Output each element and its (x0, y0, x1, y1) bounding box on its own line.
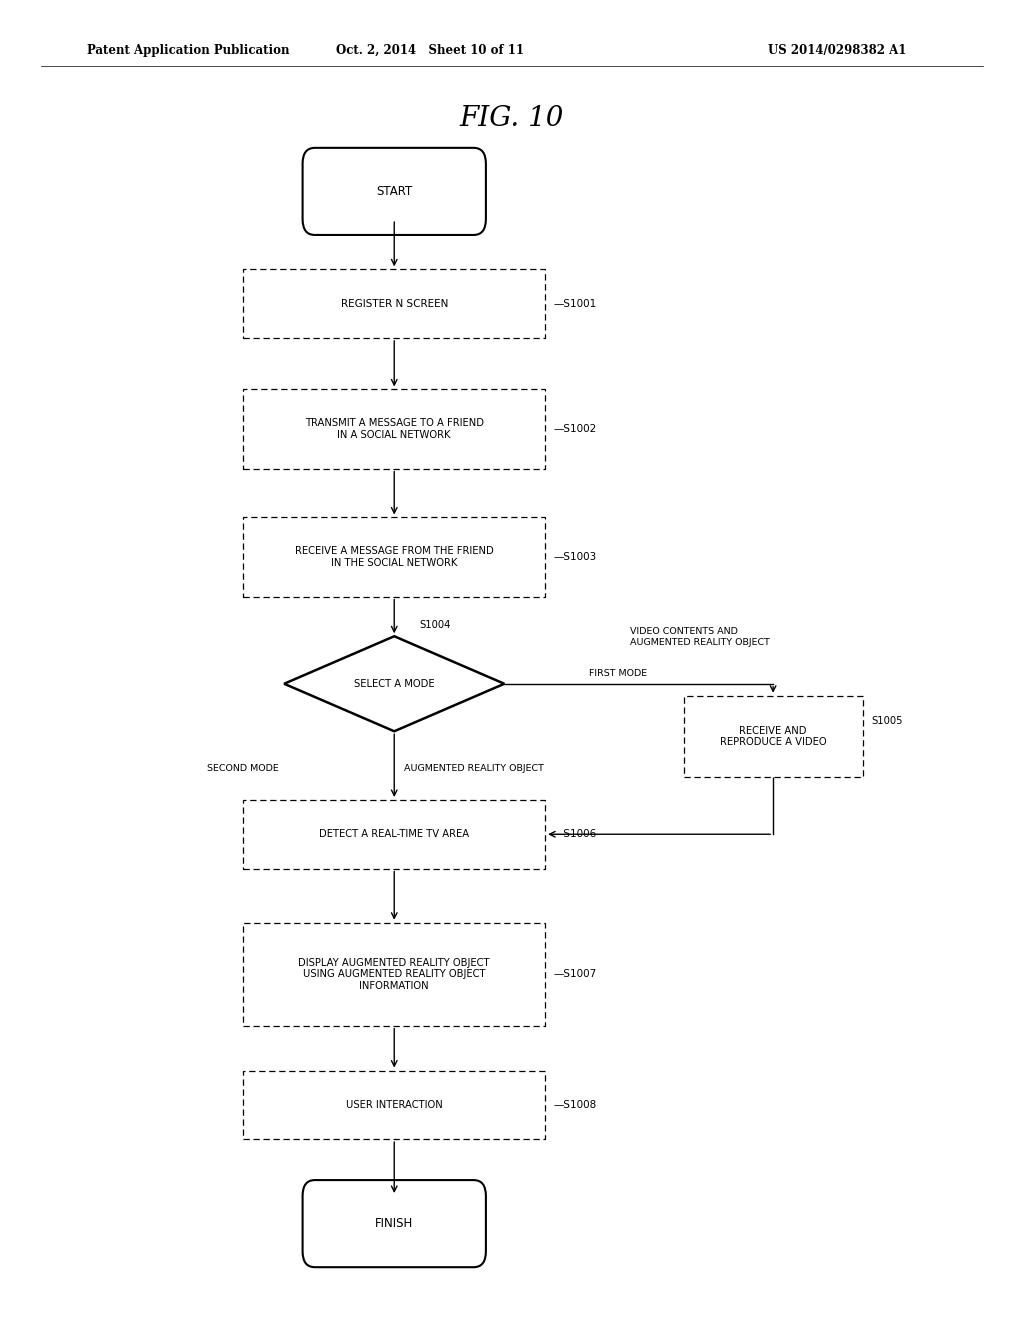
Text: FIG. 10: FIG. 10 (460, 106, 564, 132)
Text: S1004: S1004 (420, 619, 452, 630)
Bar (244, 517, 545, 597)
Text: RECEIVE AND
REPRODUCE A VIDEO: RECEIVE AND REPRODUCE A VIDEO (720, 726, 826, 747)
Text: START: START (376, 185, 413, 198)
Text: VIDEO CONTENTS AND
AUGMENTED REALITY OBJECT: VIDEO CONTENTS AND AUGMENTED REALITY OBJ… (630, 627, 770, 647)
Text: AUGMENTED REALITY OBJECT: AUGMENTED REALITY OBJECT (404, 764, 545, 772)
FancyBboxPatch shape (303, 148, 485, 235)
Bar (684, 696, 862, 777)
Text: FINISH: FINISH (375, 1217, 414, 1230)
Text: US 2014/0298382 A1: US 2014/0298382 A1 (768, 44, 906, 57)
Text: SELECT A MODE: SELECT A MODE (354, 678, 434, 689)
Text: —S1008: —S1008 (553, 1100, 597, 1110)
Bar (244, 923, 545, 1026)
Bar (244, 389, 545, 469)
Bar (244, 1071, 545, 1139)
Text: —S1003: —S1003 (553, 552, 597, 562)
Polygon shape (285, 636, 504, 731)
Text: TRANSMIT A MESSAGE TO A FRIEND
IN A SOCIAL NETWORK: TRANSMIT A MESSAGE TO A FRIEND IN A SOCI… (305, 418, 483, 440)
Text: SECOND MODE: SECOND MODE (207, 764, 279, 772)
Text: —S1002: —S1002 (553, 424, 597, 434)
Text: Patent Application Publication: Patent Application Publication (87, 44, 290, 57)
Text: DETECT A REAL-TIME TV AREA: DETECT A REAL-TIME TV AREA (319, 829, 469, 840)
Text: Oct. 2, 2014   Sheet 10 of 11: Oct. 2, 2014 Sheet 10 of 11 (336, 44, 524, 57)
Bar (244, 269, 545, 338)
Text: RECEIVE A MESSAGE FROM THE FRIEND
IN THE SOCIAL NETWORK: RECEIVE A MESSAGE FROM THE FRIEND IN THE… (295, 546, 494, 568)
Text: —S1006: —S1006 (553, 829, 597, 840)
Text: DISPLAY AUGMENTED REALITY OBJECT
USING AUGMENTED REALITY OBJECT
INFORMATION: DISPLAY AUGMENTED REALITY OBJECT USING A… (298, 957, 490, 991)
Text: FIRST MODE: FIRST MODE (589, 669, 647, 678)
Text: S1005: S1005 (870, 715, 902, 726)
Text: USER INTERACTION: USER INTERACTION (346, 1100, 442, 1110)
Bar (244, 800, 545, 869)
Text: —S1001: —S1001 (553, 298, 597, 309)
Text: —S1007: —S1007 (553, 969, 597, 979)
FancyBboxPatch shape (303, 1180, 485, 1267)
Text: REGISTER N SCREEN: REGISTER N SCREEN (341, 298, 447, 309)
